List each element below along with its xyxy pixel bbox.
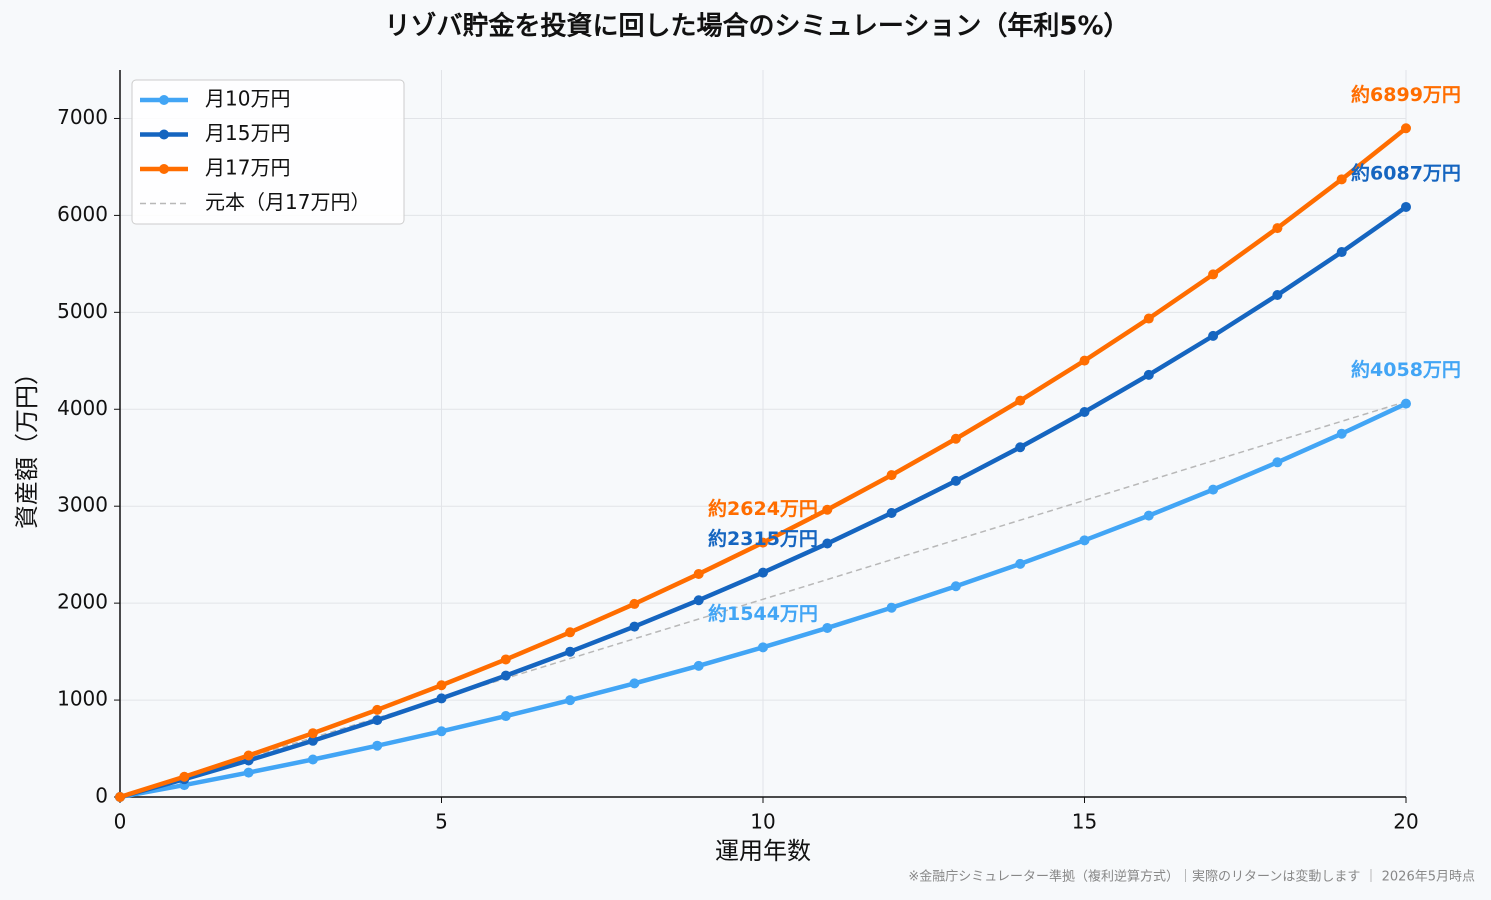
data-point <box>307 735 318 746</box>
data-point <box>886 507 897 518</box>
data-point <box>758 567 768 578</box>
y-tick-label: 2000 <box>57 590 108 614</box>
reference-line <box>119 400 1407 798</box>
data-point <box>372 704 383 715</box>
data-point <box>693 660 704 671</box>
data-point <box>1079 355 1090 366</box>
data-point <box>758 537 768 548</box>
data-point <box>1208 269 1219 280</box>
data-point <box>950 581 961 592</box>
data-point <box>1143 510 1154 521</box>
data-point <box>758 642 768 653</box>
footnote: ※金融庁シミュレーター準拠（複利逆算方式）｜実際のリターンは変動します ｜ 20… <box>908 869 1475 885</box>
data-point <box>436 680 447 691</box>
data-point <box>1336 247 1347 258</box>
data-point <box>565 646 576 657</box>
data-point <box>950 433 961 444</box>
y-tick-label: 5000 <box>57 299 108 323</box>
annotation: 約6087万円 <box>1351 161 1461 184</box>
legend-label: 月15万円 <box>205 121 290 145</box>
x-tick-label: 20 <box>1393 810 1418 834</box>
data-point <box>1208 484 1219 495</box>
y-tick-label: 3000 <box>57 493 108 517</box>
legend-label: 月10万円 <box>205 87 290 111</box>
legend-label: 元本（月17万円） <box>205 190 370 214</box>
data-point <box>950 475 961 486</box>
x-tick-label: 5 <box>435 810 448 834</box>
data-point <box>629 678 640 689</box>
legend-label: 月17万円 <box>205 156 290 180</box>
y-tick-label: 4000 <box>57 396 108 420</box>
data-point <box>693 568 704 579</box>
data-point <box>307 754 318 765</box>
data-point <box>1208 330 1219 341</box>
data-point <box>629 621 640 632</box>
data-point <box>1015 558 1026 569</box>
data-point <box>1272 289 1283 300</box>
data-point <box>822 504 833 515</box>
data-point <box>565 627 576 638</box>
legend-marker <box>159 129 169 140</box>
data-point <box>1401 398 1411 409</box>
data-point <box>436 693 447 704</box>
data-point <box>436 726 447 737</box>
data-point <box>372 715 383 726</box>
data-point <box>243 767 254 778</box>
annotation: 約2315万円 <box>708 527 818 550</box>
data-point <box>1143 369 1154 380</box>
data-point <box>886 470 897 481</box>
data-point <box>243 750 254 761</box>
annotation: 約2624万円 <box>708 497 818 520</box>
data-point <box>1401 123 1411 134</box>
data-point <box>822 622 833 633</box>
data-point <box>1401 201 1411 212</box>
annotation: 約1544万円 <box>708 602 818 625</box>
data-point <box>1015 442 1026 453</box>
data-point <box>1272 223 1283 234</box>
y-axis-label: 資産額（万円） <box>13 361 41 529</box>
data-point <box>115 792 125 802</box>
legend-marker <box>159 95 169 105</box>
chart-title: リゾバ貯金を投資に回した場合のシミュレーション（年利5%） <box>384 11 1129 42</box>
data-point <box>500 711 511 722</box>
data-point <box>1336 428 1347 439</box>
y-tick-label: 7000 <box>57 105 108 129</box>
data-point <box>1079 535 1090 546</box>
data-point <box>1143 313 1154 324</box>
x-axis-label: 運用年数 <box>715 837 811 865</box>
data-point <box>1079 406 1090 417</box>
data-point <box>500 670 511 681</box>
data-point <box>886 602 897 613</box>
data-point <box>500 654 511 665</box>
data-point <box>693 595 704 606</box>
x-tick-label: 0 <box>114 810 127 834</box>
data-point <box>372 740 383 751</box>
annotation: 約4058万円 <box>1351 358 1461 381</box>
x-tick-label: 15 <box>1072 810 1097 834</box>
data-point <box>1272 457 1283 468</box>
data-point <box>179 771 190 782</box>
y-tick-label: 0 <box>95 784 108 808</box>
data-point <box>629 598 640 609</box>
data-point <box>307 728 318 739</box>
y-tick-label: 1000 <box>57 687 108 711</box>
legend-marker <box>159 164 169 174</box>
data-point <box>1336 174 1347 185</box>
legend-box <box>131 79 405 225</box>
data-point <box>822 538 833 549</box>
x-tick-label: 10 <box>750 810 775 834</box>
data-point <box>565 695 576 706</box>
annotation: 約6899万円 <box>1351 83 1461 106</box>
data-point <box>1015 395 1026 406</box>
y-tick-label: 6000 <box>57 202 108 226</box>
